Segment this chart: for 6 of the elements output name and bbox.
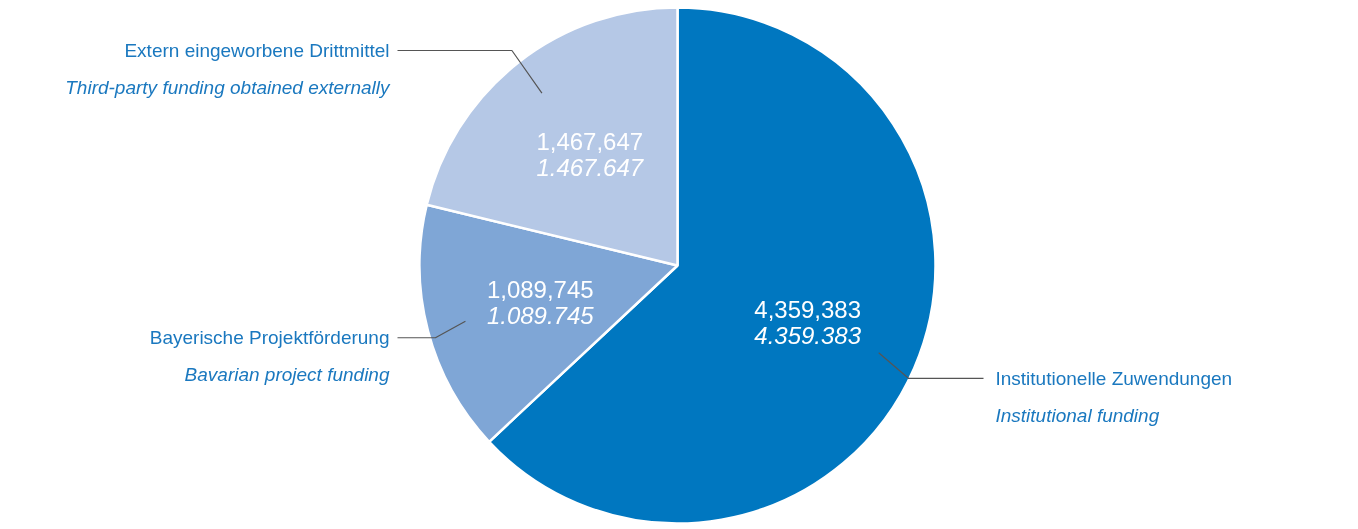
- slice-label: Bayerische Projektförderung Bavarian project funding: [149, 327, 390, 386]
- slice-label: Institutionelle Zuwendungen Institutional funding: [995, 367, 1233, 426]
- slice-label: Extern eingeworbene Drittmittel Third-party funding obtained externally: [65, 40, 391, 98]
- data-label: 1,467,647 1.467.647: [536, 128, 645, 182]
- data-label: 4,359,383 4.359.383: [754, 296, 862, 350]
- data-label: 1,089,745 1.089.745: [486, 276, 595, 330]
